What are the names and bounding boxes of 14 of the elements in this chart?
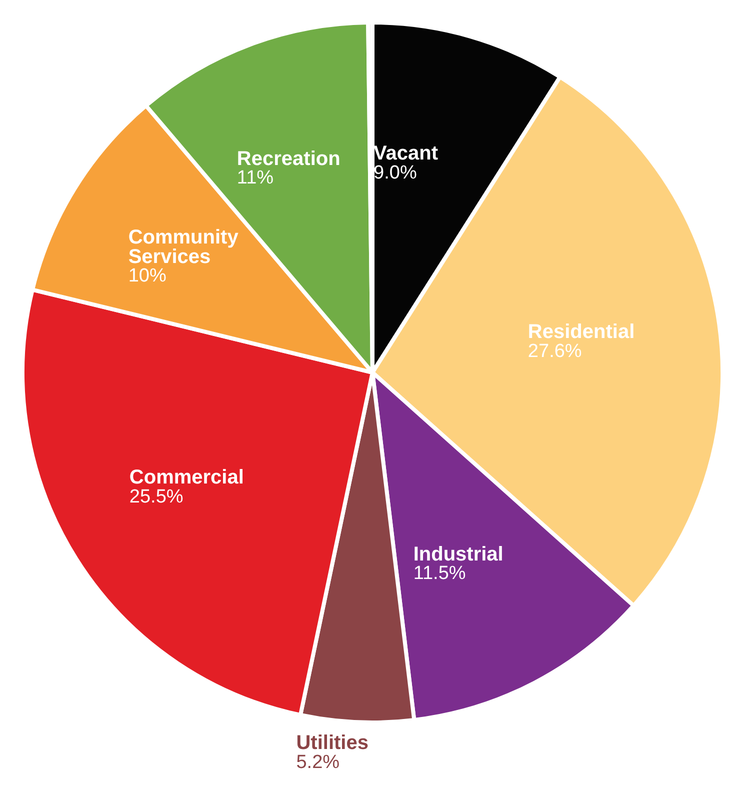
slice-label: Industrial	[413, 543, 504, 566]
slice-label: Utilities	[296, 732, 368, 754]
slice-label: Recreation	[236, 148, 340, 170]
data-label: 11%	[236, 168, 274, 189]
slice-label: Vacant	[374, 142, 438, 165]
slice-label: Community Services	[128, 226, 240, 268]
data-label: 27.6%	[528, 340, 582, 362]
data-label: 9.0%	[374, 162, 417, 184]
slice-label: Commercial	[129, 466, 244, 489]
data-label: 5.2%	[296, 752, 340, 773]
data-label: 10%	[128, 266, 166, 287]
slice-label: Residential	[528, 321, 635, 344]
data-label: 11.5%	[413, 563, 466, 584]
data-label: 25.5%	[129, 486, 184, 508]
